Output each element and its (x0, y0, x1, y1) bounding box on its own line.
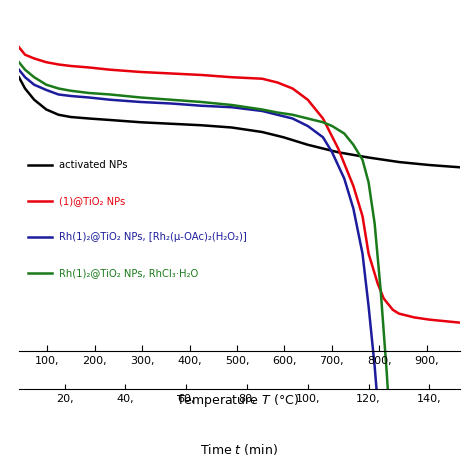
Text: Rh(1)₂@TiO₂ NPs, RhCl₃·H₂O: Rh(1)₂@TiO₂ NPs, RhCl₃·H₂O (59, 268, 198, 278)
Text: activated NPs: activated NPs (59, 160, 127, 170)
X-axis label: Time $t$ (min): Time $t$ (min) (201, 442, 278, 457)
Text: (1)@TiO₂ NPs: (1)@TiO₂ NPs (59, 196, 125, 206)
Text: Rh(1)₂@TiO₂ NPs, [Rh₂(μ-OAc)₂(H₂O₂)]: Rh(1)₂@TiO₂ NPs, [Rh₂(μ-OAc)₂(H₂O₂)] (59, 232, 246, 242)
Text: Temperature $T$ (°C): Temperature $T$ (°C) (175, 392, 299, 409)
